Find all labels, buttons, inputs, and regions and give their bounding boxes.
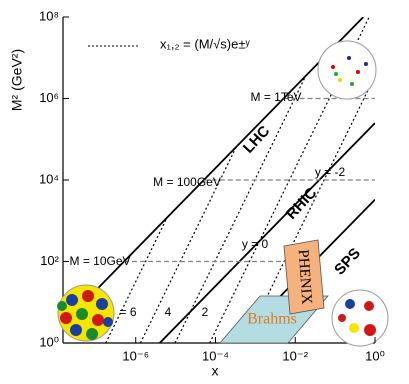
series-label: 4 — [165, 305, 172, 319]
particle — [70, 324, 82, 336]
particle — [350, 82, 354, 86]
x-axis-label: x — [212, 363, 219, 379]
x-tick-label: 10⁻⁶ — [122, 348, 149, 363]
particle — [96, 298, 108, 310]
y-tick-label: 10⁸ — [39, 8, 59, 23]
series-line — [174, 75, 307, 343]
series-label: M = 1TeV — [250, 90, 301, 104]
particle — [338, 78, 342, 82]
y-tick-label: 10⁴ — [39, 171, 59, 186]
series-label: RHIC — [283, 184, 321, 223]
legend-text: x₁,₂ = (M/√s)e±ʸ — [160, 36, 250, 51]
series-label: = 6 — [119, 305, 136, 319]
series-label: 2 — [202, 305, 209, 319]
series-line — [105, 217, 168, 343]
particle — [86, 328, 98, 340]
series-label: y = 0 — [242, 237, 269, 251]
series-label: y = -2 — [315, 165, 346, 179]
particle — [92, 314, 104, 326]
series-label: M = 100GeV — [153, 175, 221, 189]
brahms-label: Brahms — [247, 311, 297, 328]
x-tick-label: 10⁻⁴ — [202, 348, 229, 363]
particle — [331, 65, 335, 69]
particle — [334, 72, 338, 76]
series-label: M = 10GeV — [69, 254, 130, 268]
inset-bottom-left — [57, 284, 115, 342]
inset-top-right — [317, 40, 377, 100]
particle — [364, 62, 368, 66]
particle — [338, 314, 346, 322]
particle — [57, 301, 67, 311]
particle — [66, 294, 78, 306]
particle — [60, 312, 72, 324]
x-tick-label: 10⁰ — [365, 348, 385, 363]
particle — [347, 56, 351, 60]
particle — [76, 308, 88, 320]
particle — [345, 299, 355, 309]
series-line — [159, 122, 375, 343]
inset-circle — [317, 40, 377, 100]
series-label: SPS — [331, 245, 364, 279]
y-tick-label: 10⁰ — [39, 334, 59, 349]
y-tick-label: 10⁶ — [39, 90, 59, 105]
particle — [364, 301, 374, 311]
phenix-label: PHENIX — [295, 249, 315, 305]
particle — [103, 317, 113, 327]
x-tick-label: 10⁻² — [282, 348, 308, 363]
particle — [82, 290, 94, 302]
inset-bottom-right — [331, 289, 389, 347]
particle — [364, 324, 376, 336]
particle — [349, 323, 359, 333]
y-tick-label: 10² — [40, 253, 59, 268]
phenix-box — [283, 239, 325, 315]
y-axis-label: M² (GeV²) — [9, 49, 25, 111]
particle — [356, 70, 360, 74]
series-line — [139, 146, 237, 343]
